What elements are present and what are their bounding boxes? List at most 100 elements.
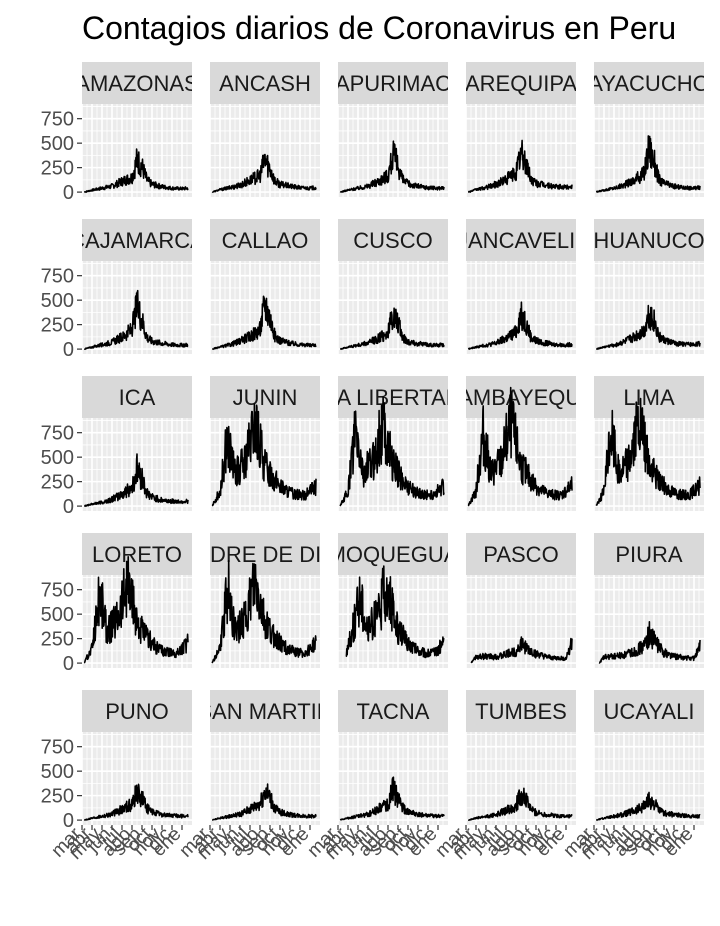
- y-tick-label: 500: [41, 290, 74, 312]
- facet-strip: [594, 62, 704, 104]
- facet-label: CUSCO: [353, 228, 432, 253]
- facet-label: AMAZONAS: [75, 71, 198, 96]
- facet-strip: [210, 62, 320, 104]
- y-tick-label: 0: [63, 653, 74, 675]
- y-tick-label: 250: [41, 315, 74, 337]
- facet-panel: HUANUCO: [593, 219, 704, 354]
- facet-strip: [466, 690, 576, 732]
- series-line: [598, 621, 701, 664]
- series-line: [467, 301, 573, 350]
- facet-panel: PIURA: [593, 533, 704, 668]
- series-line: [467, 386, 573, 507]
- series-line: [211, 403, 317, 507]
- y-tick-label: 250: [41, 472, 74, 494]
- facet-strip: [338, 533, 448, 575]
- facet-panel: LIMA: [593, 376, 704, 511]
- facet-label: SAN MARTIN: [197, 699, 332, 724]
- y-tick-label: 0: [63, 182, 74, 204]
- facet-label: TACNA: [357, 699, 430, 724]
- series-line: [211, 560, 317, 664]
- facet-strip: [466, 62, 576, 104]
- facet-label: MADRE DE DIOS: [177, 542, 353, 567]
- facet-strip: [82, 376, 192, 418]
- facet-strip: [82, 219, 192, 261]
- y-tick-label: 500: [41, 447, 74, 469]
- facet-panel: MADRE DE DIOS: [177, 533, 353, 668]
- facet-panel: CUSCO: [337, 219, 448, 354]
- facet-label: PASCO: [483, 542, 558, 567]
- series-line: [595, 304, 701, 350]
- facet-label: LA LIBERTAD: [324, 385, 461, 410]
- facet-panel: AREQUIPA: [465, 62, 577, 197]
- facet-panel: PUNO0250500750marabrmayjunjulagosepoctno…: [41, 690, 192, 864]
- facet-label: AYACUCHO: [588, 71, 709, 96]
- facet-strip: [210, 376, 320, 418]
- y-tick-label: 500: [41, 604, 74, 626]
- facet-panel: CALLAO: [209, 219, 320, 354]
- facet-label: CAJAMARCA: [69, 228, 205, 253]
- facet-panel: PASCO: [465, 533, 576, 668]
- y-tick-label: 250: [41, 629, 74, 651]
- facet-label: TUMBES: [475, 699, 567, 724]
- facet-strip: [82, 690, 192, 732]
- facet-strip: [210, 219, 320, 261]
- y-tick-label: 0: [63, 496, 74, 518]
- y-tick-label: 0: [63, 810, 74, 832]
- y-tick-label: 500: [41, 761, 74, 783]
- series-line: [339, 140, 445, 193]
- facet-panel: LAMBAYEQUE: [465, 376, 576, 511]
- series-line: [83, 783, 189, 821]
- facet-label: AREQUIPA: [465, 71, 577, 96]
- chart-title: Contagios diarios de Coronavirus en Peru: [82, 10, 676, 46]
- facet-strip: [466, 533, 576, 575]
- facet-strip: [82, 533, 192, 575]
- facet-label: PUNO: [105, 699, 169, 724]
- facet-label: LORETO: [92, 542, 182, 567]
- y-tick-label: 250: [41, 786, 74, 808]
- y-tick-label: 750: [41, 737, 74, 759]
- facet-strip: [82, 62, 192, 104]
- y-tick-label: 750: [41, 266, 74, 288]
- series-line: [595, 397, 701, 506]
- series-line: [470, 636, 573, 664]
- facet-label: ANCASH: [219, 71, 311, 96]
- series-line: [467, 139, 573, 193]
- facet-strip: [594, 219, 704, 261]
- series-line: [595, 135, 701, 193]
- facet-panel: SAN MARTINmarabrmayjunjulagosepoctnovdic…: [176, 690, 332, 864]
- y-tick-label: 750: [41, 109, 74, 131]
- facet-strip: [338, 62, 448, 104]
- facet-panel: APURIMAC: [337, 62, 448, 197]
- series-line: [83, 148, 189, 193]
- series-line: [467, 787, 573, 821]
- facet-label: ICA: [119, 385, 156, 410]
- facet-panel: ANCASH: [209, 62, 320, 197]
- facet-label: HUANCAVELICA: [436, 228, 606, 253]
- facet-panel: JUNIN: [209, 376, 320, 511]
- facet-strip: [594, 533, 704, 575]
- series-line: [339, 776, 445, 821]
- series-line: [339, 396, 445, 507]
- series-line: [595, 791, 701, 821]
- facet-label: MOQUEGUA: [328, 542, 459, 567]
- facet-label: JUNIN: [233, 385, 298, 410]
- facet-strip: [338, 690, 448, 732]
- series-line: [211, 783, 317, 821]
- facet-strip: [466, 376, 576, 418]
- facet-strip: [210, 690, 320, 732]
- series-line: [83, 453, 189, 507]
- facet-panel: LA LIBERTAD: [324, 376, 461, 511]
- series-line: [83, 289, 189, 350]
- facet-strip: [466, 219, 576, 261]
- y-tick-label: 500: [41, 133, 74, 155]
- facet-label: PIURA: [615, 542, 683, 567]
